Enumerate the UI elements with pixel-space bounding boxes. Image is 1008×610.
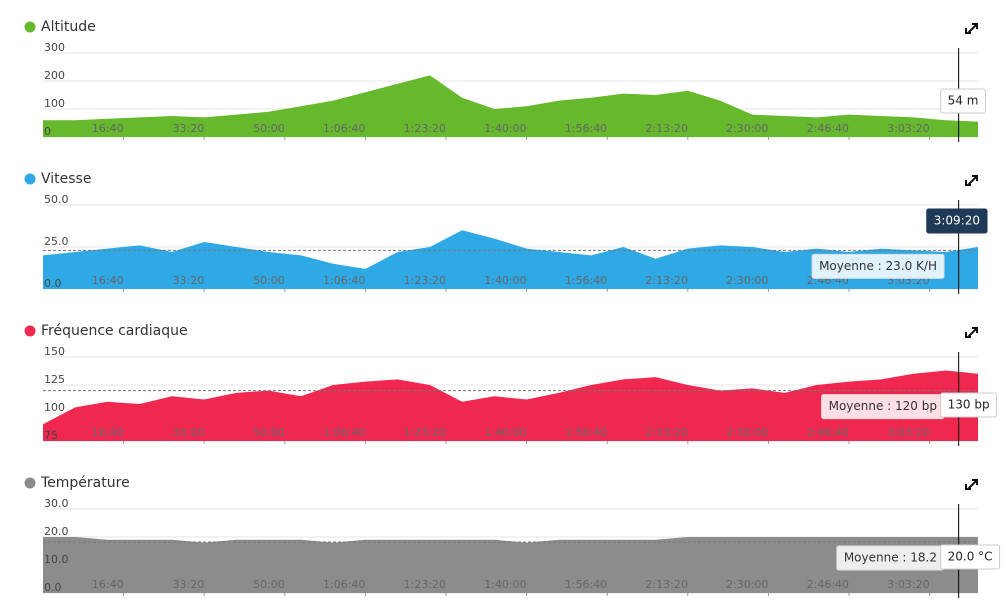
x-tick-label: 2:30:00 xyxy=(726,578,768,591)
expand-icons xyxy=(965,23,978,490)
expand-icon[interactable] xyxy=(965,175,978,186)
expand-icon[interactable] xyxy=(965,23,978,34)
y-tick-label: 50.0 xyxy=(44,193,69,206)
y-tick-label: 200 xyxy=(44,69,65,82)
y-tick-label: 0.0 xyxy=(44,581,62,594)
x-tick-label: 2:46:40 xyxy=(807,578,849,591)
y-tick-label: 0.0 xyxy=(44,277,62,290)
x-tick-label: 1:06:40 xyxy=(323,426,365,439)
x-tick-label: 1:56:40 xyxy=(565,122,607,135)
cursor-reading-box xyxy=(940,544,1001,570)
x-tick-label: 2:30:00 xyxy=(726,122,768,135)
expand-icon[interactable] xyxy=(965,479,978,490)
x-tick-label: 1:23:20 xyxy=(404,122,446,135)
x-tick-label: 50:00 xyxy=(253,426,285,439)
x-tick-label: 1:56:40 xyxy=(565,274,607,287)
legend-dot xyxy=(24,173,36,185)
y-tick-label: 100 xyxy=(44,97,65,110)
area xyxy=(43,537,978,593)
x-tick-label: 1:40:00 xyxy=(484,426,526,439)
x-tick-label: 1:06:40 xyxy=(323,122,365,135)
x-tick-label: 2:13:20 xyxy=(645,426,687,439)
x-tick-label: 1:23:20 xyxy=(404,274,446,287)
expand-icon[interactable] xyxy=(965,327,978,338)
x-tick-label: 1:40:00 xyxy=(484,274,526,287)
x-tick-label: 2:30:00 xyxy=(726,274,768,287)
x-tick-label: 1:56:40 xyxy=(565,578,607,591)
area xyxy=(43,75,978,137)
x-tick-label: 2:13:20 xyxy=(645,274,687,287)
mean-label: Moyenne : 18.2 xyxy=(844,551,937,565)
x-tick-label: 2:46:40 xyxy=(807,122,849,135)
cursor-reading: 130 bp xyxy=(948,398,990,412)
x-tick-label: 33:20 xyxy=(173,274,205,287)
x-tick-label: 33:20 xyxy=(173,578,205,591)
x-tick-label: 33:20 xyxy=(173,426,205,439)
y-tick-label: 0 xyxy=(44,125,51,138)
x-tick-label: 3:03:20 xyxy=(887,578,929,591)
x-tick-label: 50:00 xyxy=(253,274,285,287)
mean-label-box xyxy=(811,253,945,279)
y-tick-label: 125 xyxy=(44,373,65,386)
x-tick-label: 3:03:20 xyxy=(887,426,929,439)
x-tick-label: 16:40 xyxy=(92,274,124,287)
area xyxy=(43,370,978,441)
y-tick-label: 100 xyxy=(44,401,65,414)
x-tick-label: 2:13:20 xyxy=(645,122,687,135)
y-tick-label: 30.0 xyxy=(44,497,69,510)
chart-title: Altitude xyxy=(41,19,96,35)
x-tick-label: 1:23:20 xyxy=(404,426,446,439)
x-tick-label: 16:40 xyxy=(92,426,124,439)
mean-label: Moyenne : 120 bp xyxy=(829,399,937,413)
y-tick-label: 75 xyxy=(44,429,58,442)
x-tick-label: 33:20 xyxy=(173,122,205,135)
y-tick-label: 25.0 xyxy=(44,235,69,248)
x-tick-label: 1:40:00 xyxy=(484,578,526,591)
legend-dot xyxy=(24,477,36,489)
cursor-reading: 20.0 °C xyxy=(948,550,993,564)
x-tick-label: 1:06:40 xyxy=(323,578,365,591)
y-tick-label: 300 xyxy=(44,41,65,54)
y-tick-label: 150 xyxy=(44,345,65,358)
legend-dot xyxy=(24,325,36,337)
mean-label: Moyenne : 23.0 K/H xyxy=(819,259,937,273)
x-tick-label: 1:40:00 xyxy=(484,122,526,135)
x-tick-label: 50:00 xyxy=(253,578,285,591)
chart-title: Fréquence cardiaque xyxy=(41,323,188,339)
chart-title: Vitesse xyxy=(41,171,91,187)
x-tick-label: 2:46:40 xyxy=(807,426,849,439)
x-tick-label: 1:56:40 xyxy=(565,426,607,439)
x-tick-label: 1:06:40 xyxy=(323,274,365,287)
x-tick-label: 2:13:20 xyxy=(645,578,687,591)
y-tick-label: 20.0 xyxy=(44,525,69,538)
x-tick-label: 16:40 xyxy=(92,578,124,591)
x-tick-label: 16:40 xyxy=(92,122,124,135)
cursor-label-box xyxy=(926,208,988,234)
cursor-label: 3:09:20 xyxy=(934,214,980,228)
x-tick-label: 2:30:00 xyxy=(726,426,768,439)
cursor-reading-box xyxy=(940,88,986,114)
x-tick-label: 50:00 xyxy=(253,122,285,135)
x-tick-label: 3:03:20 xyxy=(887,122,929,135)
x-tick-label: 1:23:20 xyxy=(404,578,446,591)
y-tick-label: 10.0 xyxy=(44,553,69,566)
cursor-reading: 54 m xyxy=(948,94,979,108)
legend-dot xyxy=(24,21,36,33)
area xyxy=(43,230,978,289)
chart-title: Température xyxy=(40,475,130,491)
cursor-reading-box xyxy=(940,392,998,418)
